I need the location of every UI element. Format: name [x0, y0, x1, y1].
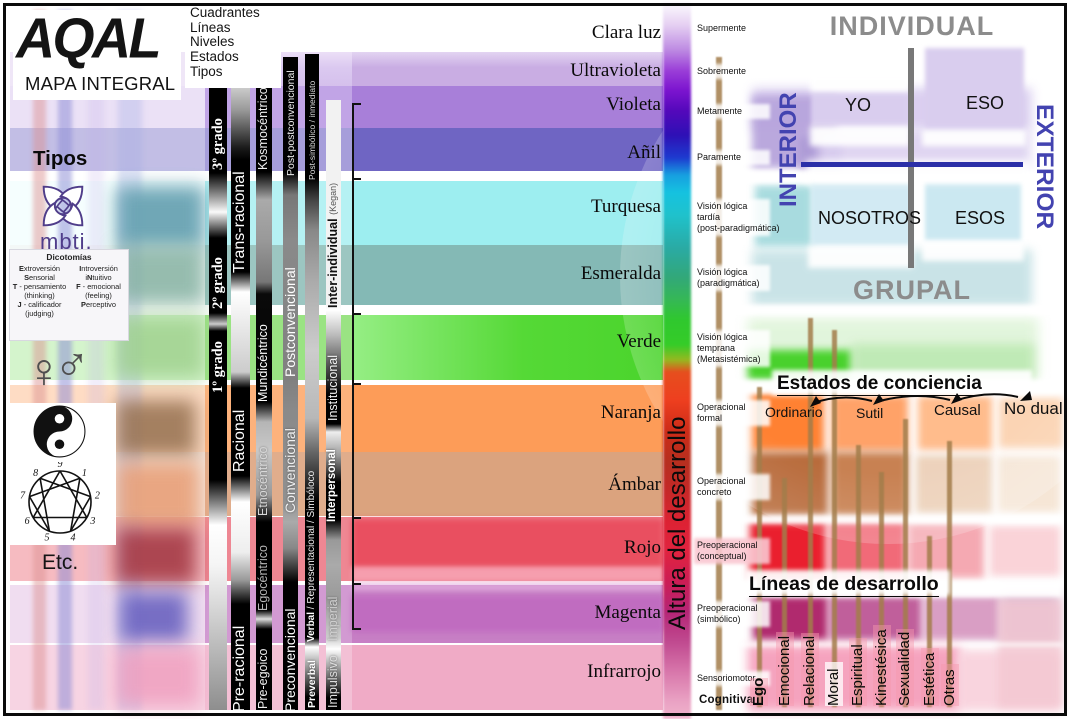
svg-text:4: 4 — [71, 533, 76, 542]
svg-text:2: 2 — [95, 490, 100, 501]
svg-text:3: 3 — [89, 516, 95, 527]
svg-text:6: 6 — [25, 516, 30, 527]
svg-text:5: 5 — [45, 533, 50, 542]
svg-text:7: 7 — [20, 490, 26, 501]
svg-text:9: 9 — [58, 462, 63, 470]
svg-text:8: 8 — [33, 468, 38, 479]
svg-text:1: 1 — [82, 468, 87, 479]
